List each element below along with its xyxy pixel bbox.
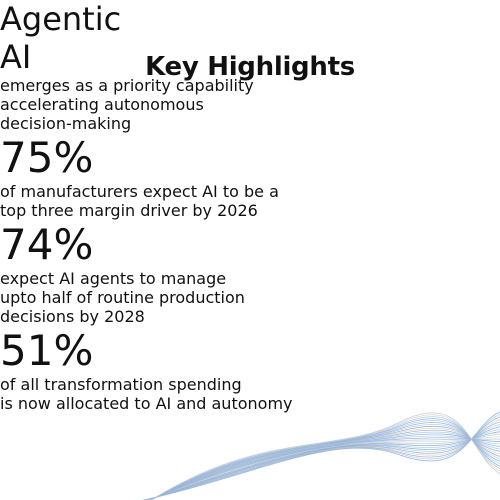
text-line: decision-making xyxy=(0,114,132,133)
figure-line: 75% xyxy=(0,133,94,182)
highlight-item: 74% expect AI agents to manage upto half o… xyxy=(0,220,500,326)
text-line: accelerating autonomous xyxy=(0,95,204,114)
highlight-figure: 74% xyxy=(0,220,500,269)
figure-line: 74% xyxy=(0,220,94,269)
wave-line xyxy=(150,412,500,500)
figure-line: Agentic xyxy=(0,0,122,38)
highlight-text: expect AI agents to manage upto half of r… xyxy=(0,269,500,326)
highlight-text: of all transformation spending is now all… xyxy=(0,375,500,413)
text-line: is now allocated to AI and autonomy xyxy=(0,394,293,413)
text-line: decisions by 2028 xyxy=(0,307,145,326)
title: Key Highlights xyxy=(145,52,355,82)
text-line: upto half of routine production xyxy=(0,288,245,307)
highlight-text: emerges as a priority capability accelera… xyxy=(0,76,500,133)
highlight-text: of manufacturers expect AI to be a top th… xyxy=(0,182,500,220)
text-line: expect AI agents to manage xyxy=(0,269,227,288)
highlight-item: 51% of all transformation spending is now … xyxy=(0,326,500,413)
highlights: Agentic AI emerges as a priority capabilit… xyxy=(0,0,500,413)
text-line: of manufacturers expect AI to be a xyxy=(0,182,279,201)
text-line: of all transformation spending xyxy=(0,375,242,394)
highlight-figure: 51% xyxy=(0,326,500,375)
figure-line: 51% xyxy=(0,326,94,375)
highlight-figure: Agentic AI xyxy=(0,0,500,76)
text-line: top three margin driver by 2026 xyxy=(0,201,258,220)
highlight-item: Agentic AI emerges as a priority capabilit… xyxy=(0,0,500,133)
highlight-figure: 75% xyxy=(0,133,500,182)
figure-line: AI xyxy=(0,38,32,76)
highlight-item: 75% of manufacturers expect AI to be a top… xyxy=(0,133,500,220)
text-line: emerges as a priority capability xyxy=(0,76,254,95)
